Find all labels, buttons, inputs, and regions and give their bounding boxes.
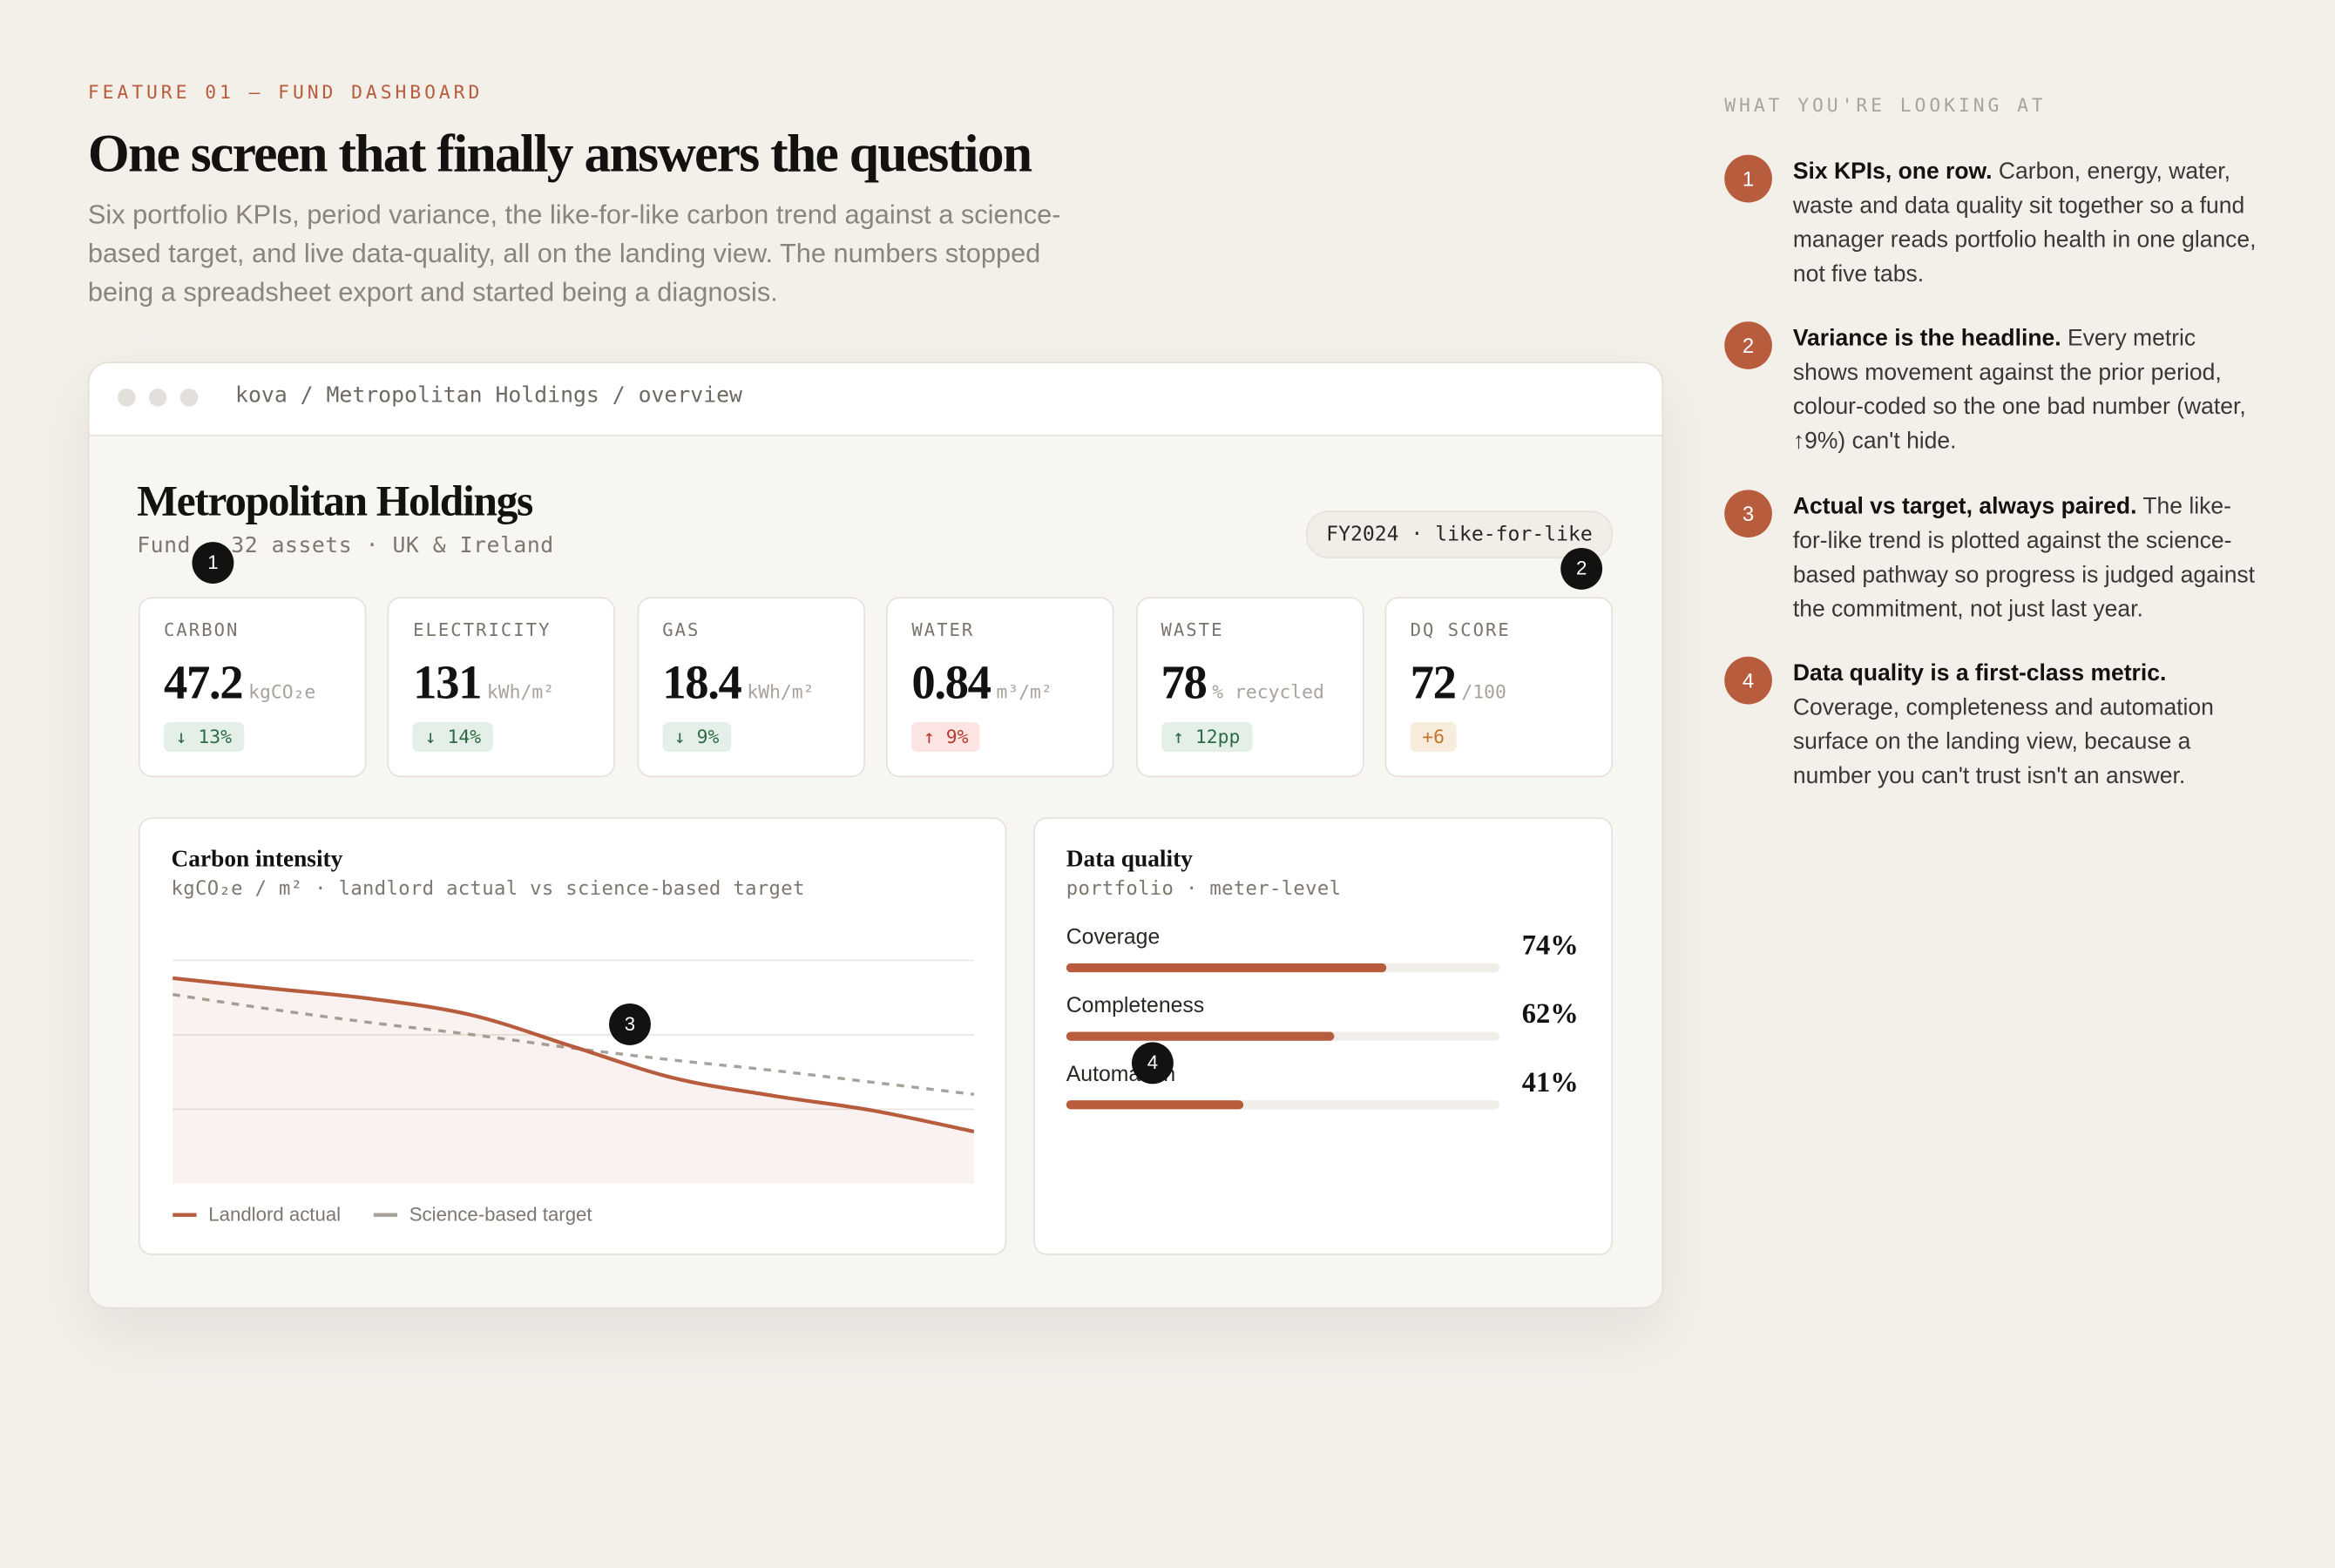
- annotation-badge: 2: [1560, 547, 1603, 590]
- kpi-card[interactable]: CARBON 47.2 kgCO₂e ↓ 13%: [138, 597, 367, 778]
- sidebar-heading: WHAT YOU'RE LOOKING AT: [1724, 93, 2047, 117]
- kpi-delta: ↓ 14%: [413, 721, 493, 753]
- dq-value: 62%: [1521, 998, 1579, 1031]
- kpi-label: ELECTRICITY: [413, 619, 552, 640]
- step-text: Variance is the headline. Every metric s…: [1793, 322, 2257, 459]
- step-text: Six KPIs, one row. Carbon, energy, water…: [1793, 155, 2257, 292]
- dq-track: [1066, 963, 1500, 973]
- kpi-label: WASTE: [1161, 619, 1224, 640]
- line-chart: Landlord actual Science-based target: [173, 959, 975, 1226]
- step-body: Every metric shows movement against the …: [1792, 326, 2246, 455]
- dq-value: 41%: [1521, 1067, 1579, 1099]
- kpi-number: 47.2: [164, 655, 244, 709]
- data-quality-card: Data quality portfolio · meter-level Cov…: [1033, 817, 1614, 1255]
- kpi-label: CARBON: [164, 619, 240, 640]
- kpi-delta: +6: [1410, 721, 1457, 753]
- kpi-value: 78% recycled: [1161, 655, 1323, 710]
- kpi-card[interactable]: GAS 18.4 kWh/m² ↓ 9%: [637, 597, 865, 778]
- kpi-delta: ↑ 12pp: [1161, 721, 1252, 753]
- kpi-label: DQ SCORE: [1410, 619, 1511, 640]
- kpi-unit: kgCO₂e: [248, 680, 316, 703]
- kpi-card[interactable]: ELECTRICITY 131 kWh/m² ↓ 14%: [388, 597, 616, 778]
- kpi-value: 0.84 m³/m²: [911, 655, 1052, 710]
- kpi-value: 72/100: [1411, 655, 1506, 710]
- legend-label: Landlord actual: [208, 1204, 341, 1226]
- fund-name: Metropolitan Holdings: [137, 477, 533, 526]
- kpi-number: 78: [1161, 655, 1207, 709]
- headline: One screen that finally answers the ques…: [87, 123, 1032, 184]
- kpi-value: 18.4 kWh/m²: [662, 655, 814, 710]
- area: [173, 977, 974, 1184]
- dq-track: [1066, 1100, 1500, 1110]
- step-number: 2: [1724, 321, 1772, 370]
- step-number: 1: [1724, 154, 1772, 203]
- kpi-unit: kWh/m²: [486, 680, 555, 703]
- dq-subtitle: portfolio · meter-level: [1066, 878, 1342, 902]
- dq-label: Completeness: [1066, 994, 1205, 1019]
- dq-label: Coverage: [1066, 926, 1161, 950]
- step-body: Carbon, energy, water, waste and data qu…: [1792, 159, 2257, 287]
- annotation-badge: 1: [192, 542, 234, 584]
- breadcrumb[interactable]: kova / Metropolitan Holdings / overview: [235, 383, 742, 409]
- dq-bar: [1066, 963, 1387, 973]
- kpi-unit: kWh/m²: [747, 680, 815, 703]
- kpi-number: 18.4: [662, 655, 742, 709]
- window-dot: [148, 389, 167, 407]
- line: [173, 976, 975, 1134]
- title-bar: kova / Metropolitan Holdings / overview: [89, 363, 1662, 436]
- kpi-card[interactable]: DQ SCORE 72/100 +6: [1384, 597, 1614, 778]
- step-title: Variance is the headline.: [1792, 326, 2061, 352]
- step-number: 3: [1724, 489, 1772, 537]
- dq-track: [1066, 1031, 1500, 1041]
- dq-bar: [1066, 1100, 1244, 1110]
- lede: Six portfolio KPIs, period variance, the…: [87, 199, 1061, 308]
- kpi-delta: ↓ 13%: [164, 721, 244, 753]
- annotation-badge: 4: [1131, 1042, 1174, 1085]
- eyebrow: FEATURE 01 — FUND DASHBOARD: [87, 80, 484, 103]
- step-title: Actual vs target, always paired.: [1792, 493, 2137, 519]
- step-text: Actual vs target, always paired. The lik…: [1793, 490, 2257, 626]
- chart-title: Carbon intensity: [171, 847, 343, 873]
- dq-bar: [1066, 1031, 1336, 1041]
- kpi-value: 47.2 kgCO₂e: [164, 655, 315, 710]
- step-title: Data quality is a first-class metric.: [1792, 660, 2167, 686]
- kpi-card[interactable]: WATER 0.84 m³/m² ↑ 9%: [886, 597, 1114, 778]
- kpi-delta: ↑ 9%: [911, 721, 981, 753]
- kpi-number: 0.84: [911, 655, 992, 709]
- window-dot: [179, 389, 199, 407]
- legend-label: Science-based target: [409, 1204, 592, 1226]
- chart-subtitle: kgCO₂e / m² · landlord actual vs science…: [171, 878, 805, 902]
- annotation-badge: 3: [609, 1003, 651, 1045]
- dq-title: Data quality: [1066, 847, 1193, 873]
- chart-card: Carbon intensity kgCO₂e / m² · landlord …: [138, 817, 1007, 1255]
- dq-value: 74%: [1521, 930, 1579, 963]
- kpi-card[interactable]: WASTE 78% recycled ↑ 12pp: [1135, 597, 1364, 778]
- step-number: 4: [1724, 656, 1772, 705]
- kpi-value: 131 kWh/m²: [413, 655, 554, 710]
- kpi-unit: /100: [1461, 680, 1506, 703]
- kpi-unit: m³/m²: [996, 680, 1052, 703]
- kpi-label: GAS: [662, 619, 700, 640]
- kpi-delta: ↓ 9%: [662, 721, 732, 753]
- period-pill[interactable]: FY2024 · like-for-like: [1305, 510, 1614, 558]
- kpi-unit: % recycled: [1212, 680, 1324, 703]
- step-body: The like-for-like trend is plotted again…: [1792, 493, 2256, 622]
- app-window: kova / Metropolitan Holdings / overview …: [87, 362, 1664, 1309]
- step-title: Six KPIs, one row.: [1792, 159, 1993, 185]
- kpi-label: WATER: [911, 619, 975, 640]
- kpi-number: 131: [413, 655, 482, 709]
- window-dot: [118, 389, 136, 407]
- kpi-number: 72: [1410, 655, 1457, 709]
- step-body: Coverage, completeness and automation su…: [1792, 695, 2214, 789]
- step-text: Data quality is a first-class metric. Co…: [1793, 657, 2257, 794]
